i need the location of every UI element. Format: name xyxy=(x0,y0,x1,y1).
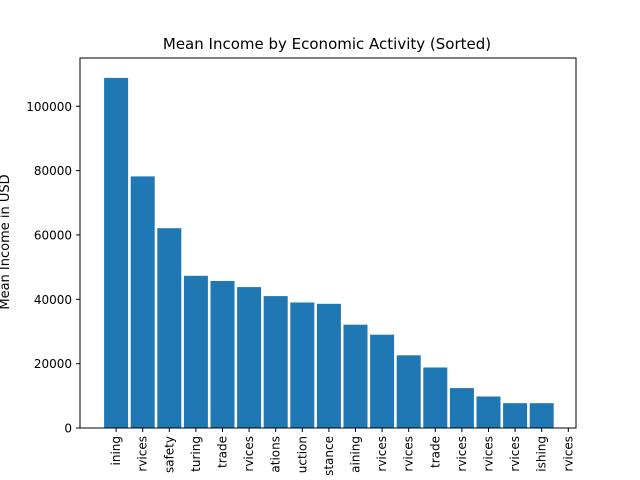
x-tick-label: uction xyxy=(295,436,309,473)
bar xyxy=(396,355,421,428)
bar xyxy=(130,176,155,428)
bar xyxy=(449,388,474,428)
bar xyxy=(183,275,208,428)
x-tick-label: rvices xyxy=(561,436,575,472)
y-axis-label: Mean Income in USD xyxy=(0,174,13,309)
y-tick-label: 20000 xyxy=(34,357,72,371)
x-tick-label: trade xyxy=(428,436,442,468)
y-tick-label: 80000 xyxy=(34,164,72,178)
bar xyxy=(263,296,288,428)
x-tick-label: ations xyxy=(269,436,283,473)
x-tick-label: rvices xyxy=(375,436,389,472)
bar xyxy=(423,367,448,428)
y-tick-label: 0 xyxy=(64,422,72,436)
bar xyxy=(290,302,315,428)
x-tick-label: rvices xyxy=(136,436,150,472)
bar xyxy=(157,228,182,428)
x-tick-label: aining xyxy=(349,436,363,473)
bar xyxy=(343,324,368,428)
bar xyxy=(104,77,129,429)
y-axis-ticks: 0 20000 40000 60000 80000 100000 xyxy=(26,100,80,436)
bar xyxy=(237,287,262,428)
y-tick-label: 40000 xyxy=(34,293,72,307)
x-tick-label: rvices xyxy=(482,436,496,472)
plot-frame xyxy=(79,57,577,429)
x-tick-label: safety xyxy=(162,436,176,473)
chart-title: Mean Income by Economic Activity (Sorted… xyxy=(163,35,491,53)
x-tick-label: rvices xyxy=(455,436,469,472)
x-tick-label: rvices xyxy=(402,436,416,472)
bar xyxy=(503,403,528,428)
x-tick-label: stance xyxy=(322,436,336,476)
x-tick-label: ining xyxy=(109,436,123,466)
x-tick-label: rvices xyxy=(242,436,256,472)
x-axis-ticks: ining rvices safety turing trade rvices ations… xyxy=(109,428,575,476)
bar xyxy=(210,281,235,428)
bar xyxy=(476,396,501,428)
bar xyxy=(529,403,554,428)
bar-group xyxy=(104,77,554,429)
y-tick-label: 60000 xyxy=(34,228,72,242)
bar xyxy=(370,334,395,428)
x-tick-label: rvices xyxy=(508,436,522,472)
y-tick-label: 100000 xyxy=(26,100,72,114)
x-tick-label: ishing xyxy=(535,436,549,472)
bar xyxy=(316,303,341,428)
x-tick-label: turing xyxy=(189,436,203,472)
x-tick-label: trade xyxy=(216,436,230,468)
